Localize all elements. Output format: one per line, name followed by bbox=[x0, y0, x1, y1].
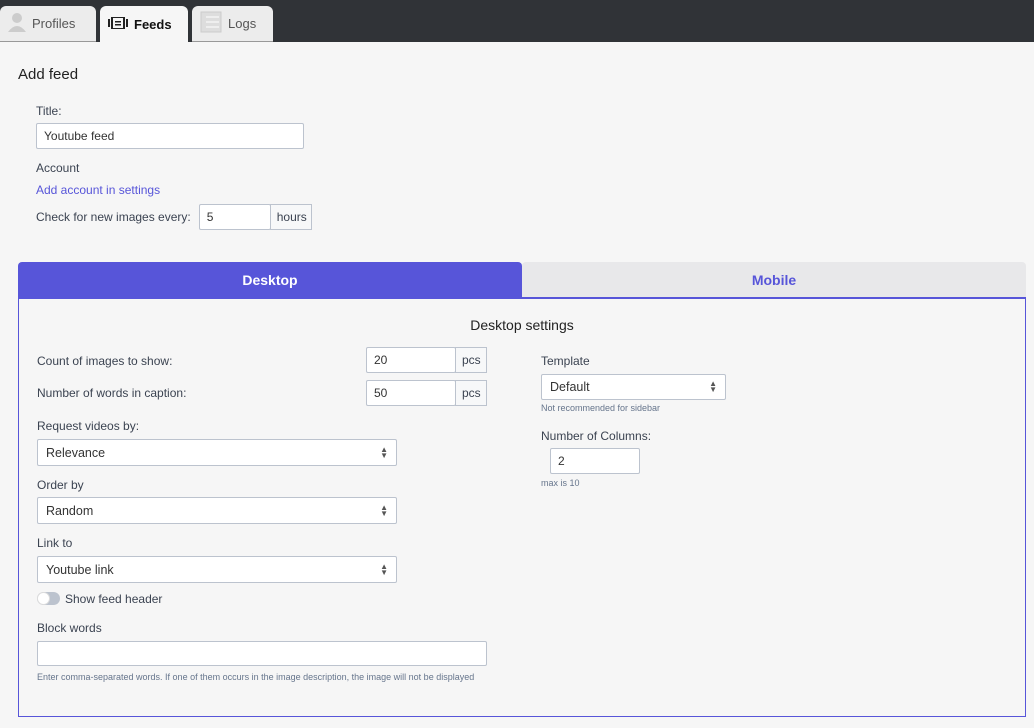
feed-icon bbox=[108, 15, 128, 32]
tab-label: Logs bbox=[228, 16, 257, 31]
count-unit: pcs bbox=[455, 347, 487, 373]
title-input[interactable]: Youtube feed bbox=[36, 123, 304, 149]
show-header-label: Show feed header bbox=[65, 592, 163, 606]
add-account-link[interactable]: Add account in settings bbox=[36, 183, 161, 197]
account-label: Account bbox=[36, 161, 80, 175]
page-title: Add feed bbox=[18, 66, 79, 83]
tab-label: Feeds bbox=[134, 16, 172, 32]
check-interval-row: Check for new images every: 5 hours bbox=[36, 204, 312, 230]
columns-hint: max is 10 bbox=[541, 478, 580, 488]
block-words-hint: Enter comma-separated words. If one of t… bbox=[37, 672, 475, 682]
tab-feeds[interactable]: Feeds bbox=[100, 6, 188, 42]
request-select[interactable]: Relevance ▲ ▼ bbox=[37, 439, 397, 466]
request-value: Relevance bbox=[46, 445, 106, 460]
tab-logs[interactable]: Logs bbox=[192, 6, 273, 42]
count-input[interactable]: 20 bbox=[366, 347, 456, 373]
desktop-settings-panel bbox=[18, 297, 1026, 717]
tab-label: Profiles bbox=[32, 16, 76, 31]
tab-desktop[interactable]: Desktop bbox=[18, 262, 522, 297]
words-input[interactable]: 50 bbox=[366, 380, 456, 406]
list-icon bbox=[200, 11, 222, 36]
title-label: Title: bbox=[36, 104, 62, 118]
link-value: Youtube link bbox=[46, 562, 114, 577]
template-hint: Not recommended for sidebar bbox=[541, 403, 661, 413]
columns-input[interactable]: 2 bbox=[550, 448, 640, 474]
check-interval-label: Check for new images every: bbox=[36, 210, 191, 224]
order-label: Order by bbox=[37, 478, 84, 492]
request-label: Request videos by: bbox=[37, 419, 140, 433]
count-label: Count of images to show: bbox=[37, 354, 173, 368]
order-select[interactable]: Random ▲ ▼ bbox=[37, 497, 397, 524]
select-arrows-icon: ▲ ▼ bbox=[709, 379, 717, 394]
check-interval-input[interactable]: 5 bbox=[198, 204, 271, 230]
show-header-toggle[interactable] bbox=[37, 592, 60, 605]
tab-mobile[interactable]: Mobile bbox=[522, 262, 1026, 297]
select-arrows-icon: ▲ ▼ bbox=[380, 561, 388, 577]
link-label: Link to bbox=[37, 536, 73, 550]
link-select[interactable]: Youtube link ▲ ▼ bbox=[37, 556, 397, 583]
hours-addon: hours bbox=[269, 204, 312, 230]
top-tab-bar: Profiles Feeds Logs bbox=[0, 0, 1034, 42]
template-label: Template bbox=[541, 354, 590, 368]
template-value: Default bbox=[550, 380, 590, 394]
columns-label: Number of Columns: bbox=[541, 429, 652, 443]
template-select[interactable]: Default ▲ ▼ bbox=[541, 374, 726, 400]
tab-profiles[interactable]: Profiles bbox=[0, 6, 96, 42]
order-value: Random bbox=[46, 503, 94, 518]
select-arrows-icon: ▲ ▼ bbox=[380, 444, 388, 460]
words-label: Number of words in caption: bbox=[37, 386, 187, 400]
block-words-input[interactable] bbox=[37, 641, 487, 666]
settings-heading: Desktop settings bbox=[470, 317, 574, 333]
words-unit: pcs bbox=[455, 380, 487, 406]
select-arrows-icon: ▲ ▼ bbox=[380, 502, 388, 518]
block-words-label: Block words bbox=[37, 621, 102, 635]
user-icon bbox=[8, 12, 26, 35]
